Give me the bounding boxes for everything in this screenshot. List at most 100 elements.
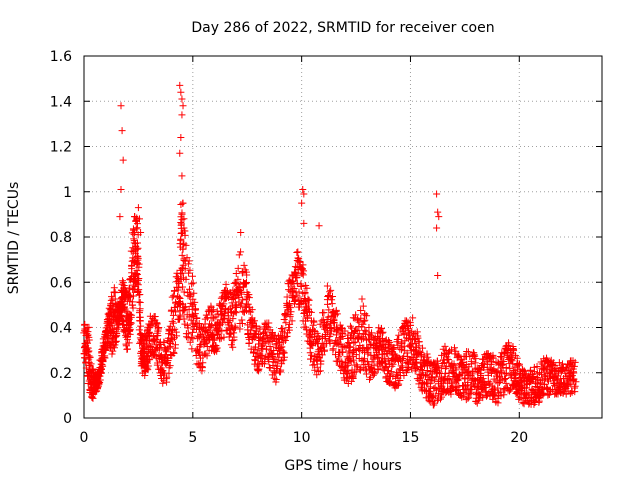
data-point-spike (300, 219, 308, 227)
data-point (222, 280, 230, 288)
data-point (209, 306, 217, 314)
data-point (296, 301, 304, 309)
data-point (171, 344, 179, 352)
data-point (129, 304, 137, 312)
data-point (328, 300, 336, 308)
data-point (572, 378, 580, 386)
data-point (191, 310, 199, 318)
data-point (492, 368, 500, 376)
data-point (127, 311, 135, 319)
data-point (301, 289, 309, 297)
data-point (423, 350, 431, 358)
data-point-spike (178, 95, 186, 103)
data-point (252, 322, 260, 330)
data-point (377, 325, 385, 333)
data-point (133, 280, 141, 288)
data-point (172, 328, 180, 336)
data-point (243, 271, 251, 279)
data-point (226, 330, 234, 338)
data-point (181, 265, 189, 273)
data-point (499, 364, 507, 372)
data-point (245, 307, 253, 315)
data-point (173, 273, 181, 281)
data-point (368, 329, 376, 337)
data-point (496, 377, 504, 385)
data-point (304, 311, 312, 319)
data-point (514, 390, 522, 398)
data-point-spike (179, 199, 187, 207)
data-point (94, 384, 102, 392)
data-point (304, 301, 312, 309)
data-point (240, 261, 248, 269)
data-point (361, 326, 369, 334)
data-point (136, 309, 144, 317)
data-point (395, 331, 403, 339)
data-point (170, 348, 178, 356)
data-point (410, 336, 418, 344)
data-point-spike (179, 102, 187, 110)
data-point (350, 332, 358, 340)
data-point (184, 260, 192, 268)
data-point (281, 312, 289, 320)
x-tick-label: 10 (293, 430, 311, 446)
data-point (133, 270, 141, 278)
data-point-spike (237, 228, 245, 236)
data-point (433, 357, 441, 365)
data-point (111, 289, 119, 297)
data-point (471, 359, 479, 367)
data-point (379, 328, 387, 336)
data-point (184, 324, 192, 332)
data-point (154, 325, 162, 333)
data-point (125, 339, 133, 347)
data-point (405, 326, 413, 334)
data-point (350, 356, 358, 364)
data-point (445, 359, 453, 367)
data-point (430, 401, 438, 409)
data-point (294, 248, 302, 256)
data-point (283, 332, 291, 340)
data-point (219, 319, 227, 327)
data-point (238, 316, 246, 324)
data-point (403, 349, 411, 357)
data-point (219, 310, 227, 318)
data-point (370, 335, 378, 343)
data-point (401, 337, 409, 345)
data-point (571, 382, 579, 390)
data-point (359, 302, 367, 310)
data-point (450, 344, 458, 352)
data-point-spike (134, 204, 142, 212)
data-point (444, 356, 452, 364)
data-point (113, 331, 121, 339)
data-point (193, 314, 201, 322)
data-point-spike (177, 133, 185, 141)
data-point (136, 298, 144, 306)
data-point (437, 364, 445, 372)
data-point (126, 327, 134, 335)
data-point (370, 362, 378, 370)
data-point (123, 345, 131, 353)
data-point (232, 280, 240, 288)
data-point (330, 315, 338, 323)
data-point (242, 280, 250, 288)
data-point (519, 366, 527, 374)
data-point (180, 288, 188, 296)
data-point (263, 323, 271, 331)
data-point (359, 320, 367, 328)
data-point (278, 343, 286, 351)
data-point (228, 337, 236, 345)
data-point (187, 290, 195, 298)
data-point (162, 375, 170, 383)
data-point (295, 288, 303, 296)
data-point (186, 266, 194, 274)
data-point (439, 345, 447, 353)
data-point (206, 326, 214, 334)
data-point (374, 366, 382, 374)
data-point (349, 374, 357, 382)
data-point (120, 281, 128, 289)
data-point (515, 362, 523, 370)
data-point-spike (177, 88, 185, 96)
data-point (108, 350, 116, 358)
data-point (367, 351, 375, 359)
data-point (305, 296, 313, 304)
